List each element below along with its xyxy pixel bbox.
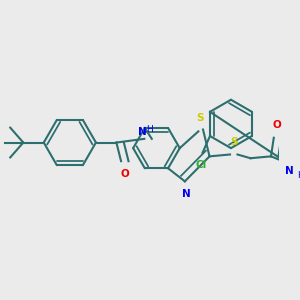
Text: O: O <box>120 169 129 178</box>
Text: N: N <box>285 166 294 176</box>
Text: H: H <box>297 171 300 180</box>
Text: N: N <box>138 127 147 137</box>
Text: S: S <box>196 113 204 123</box>
Text: H: H <box>146 125 153 134</box>
Text: O: O <box>272 120 281 130</box>
Text: N: N <box>182 189 191 199</box>
Text: S: S <box>230 137 238 147</box>
Text: Cl: Cl <box>195 160 206 170</box>
